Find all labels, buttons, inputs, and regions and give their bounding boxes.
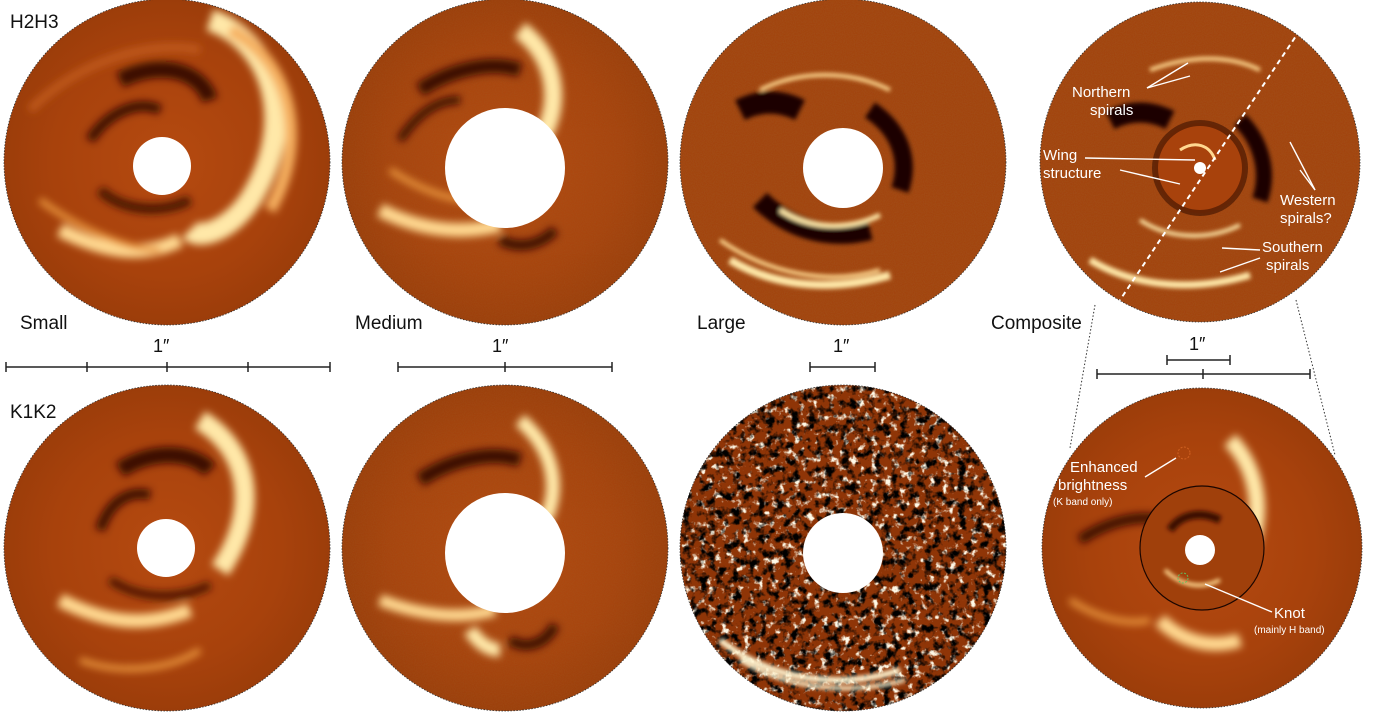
- scale-label-small: 1″: [153, 336, 170, 356]
- annot-enhanced-1: Enhanced: [1070, 459, 1138, 476]
- annot-wing-2: structure: [1043, 165, 1101, 182]
- scale-label-large: 1″: [833, 336, 850, 356]
- annotations-composite-top: Northern spirals Wing structure Western …: [1043, 62, 1336, 274]
- panel-composite-h2h3: [1040, 2, 1360, 322]
- panel-medium-h2h3: [342, 0, 668, 325]
- annot-southern-2: spirals: [1266, 257, 1309, 274]
- annot-enhanced-2: brightness: [1058, 477, 1127, 494]
- row-label-h2h3: H2H3: [10, 12, 59, 33]
- panel-composite-k1k2: [1042, 388, 1362, 708]
- annot-enhanced-note: (K band only): [1053, 497, 1112, 508]
- scale-label-medium: 1″: [492, 336, 509, 356]
- scale-bar-large: [809, 362, 876, 372]
- annot-western-1: Western: [1280, 192, 1336, 209]
- annot-southern-1: Southern: [1262, 239, 1323, 256]
- panel-small-k1k2: [4, 385, 330, 711]
- column-label-small: Small: [20, 313, 68, 334]
- column-label-composite: Composite: [991, 313, 1082, 334]
- annotations-composite-bottom: Enhanced brightness (K band only) Knot (…: [1053, 457, 1325, 636]
- scale-bar-small: [5, 362, 331, 372]
- panel-medium-k1k2: [342, 385, 668, 711]
- panel-large-k1k2: [680, 385, 1006, 711]
- column-label-medium: Medium: [355, 313, 423, 334]
- annot-wing-1: Wing: [1043, 147, 1077, 164]
- panel-small-h2h3: [4, 0, 330, 325]
- scale-bar-composite-small: [1166, 355, 1231, 365]
- annot-knot-note: (mainly H band): [1254, 625, 1325, 636]
- scale-bar-medium: [397, 362, 613, 372]
- scale-label-composite: 1″: [1189, 334, 1206, 354]
- row-label-k1k2: K1K2: [10, 402, 57, 423]
- panel-large-h2h3: [680, 0, 1006, 325]
- annot-northern-1: Northern: [1072, 84, 1130, 101]
- zoom-line-right: [1295, 299, 1336, 456]
- scale-bar-composite-large: [1096, 369, 1311, 379]
- column-label-large: Large: [697, 313, 746, 334]
- annot-knot: Knot: [1274, 605, 1306, 622]
- annot-western-2: spirals?: [1280, 210, 1332, 227]
- annot-northern-2: spirals: [1090, 102, 1133, 119]
- zoom-line-left: [1069, 304, 1096, 449]
